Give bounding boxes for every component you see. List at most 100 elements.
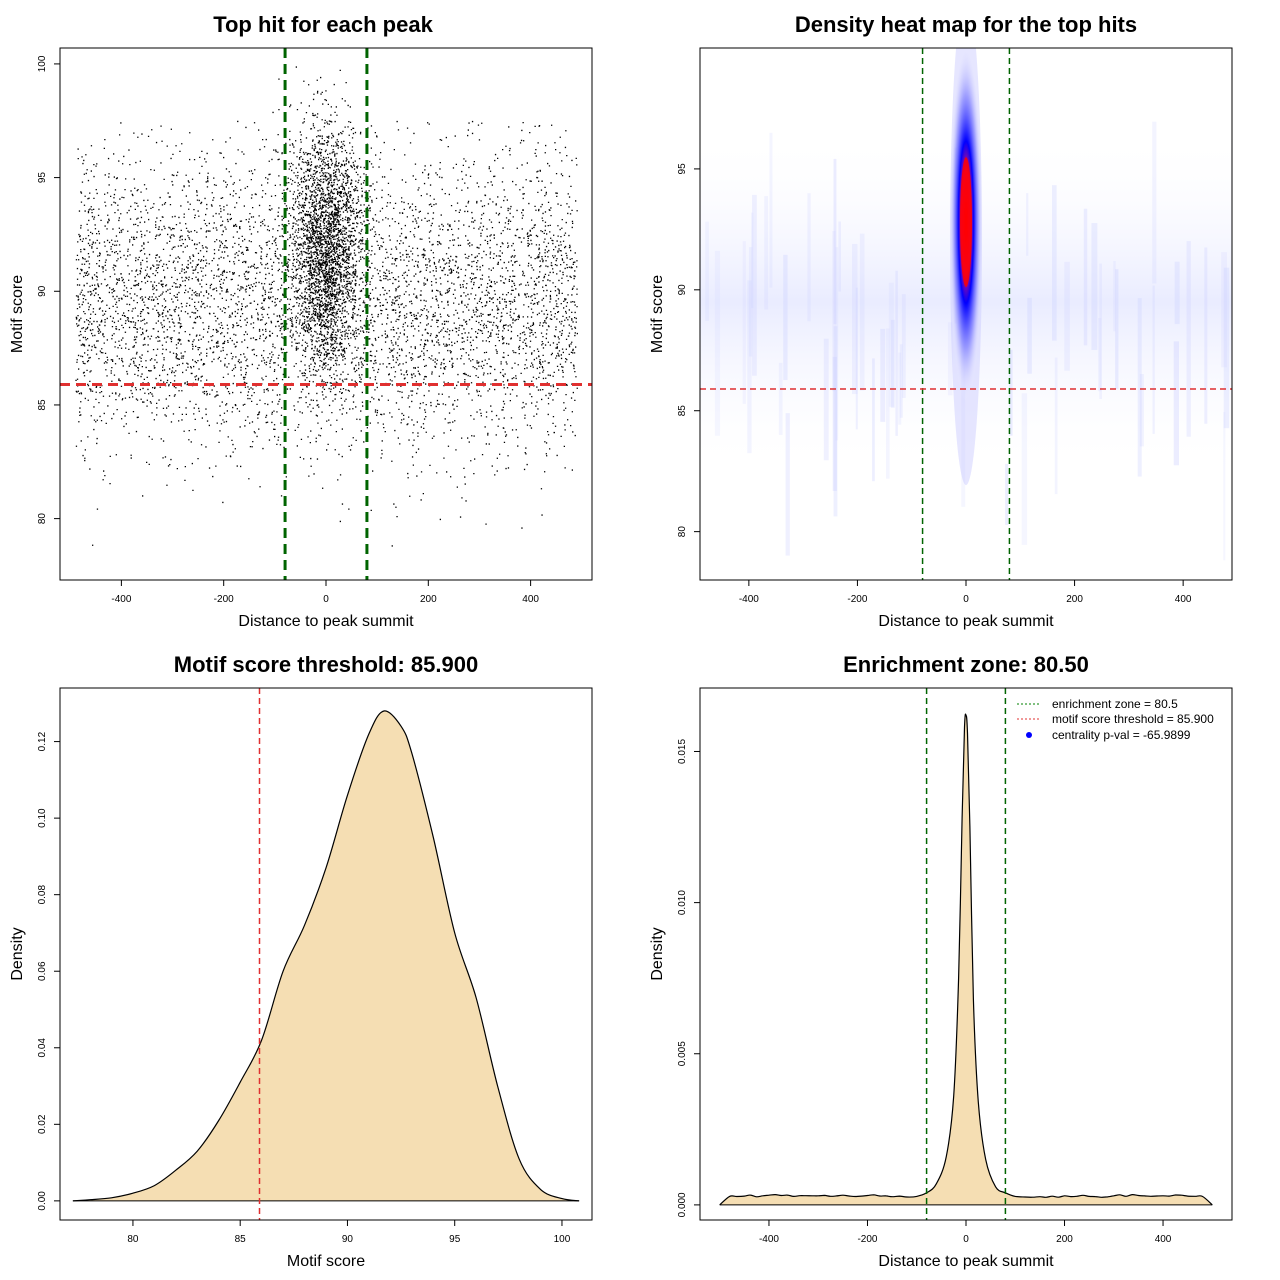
scatter-points (75, 66, 579, 547)
enrichment-zone-lines (925, 688, 1007, 1220)
heatmap-streak (901, 294, 906, 398)
y-tick-label: 85 (677, 405, 688, 417)
heatmap-streak (764, 196, 769, 310)
heatmap-streak (855, 287, 858, 430)
heatmap-streak (833, 326, 838, 517)
heatmap-streak (1174, 261, 1180, 325)
heatmap-streak (899, 344, 903, 418)
heatmap-streak (1221, 252, 1227, 368)
x-tick-label: 95 (449, 1234, 461, 1245)
x-tick-label: 0 (963, 594, 969, 605)
heatmap-streak (835, 247, 839, 441)
heatmap-streak (898, 352, 902, 425)
y-tick-label: 0.02 (37, 1114, 48, 1134)
panel-score-density: Motif score threshold: 85.900 80 85 90 95 10… (9, 652, 593, 1270)
x-tick-label: 90 (342, 1234, 354, 1245)
heatmap-density (700, 48, 1232, 561)
score-density-axes: 80 85 90 95 100 0.00 0.02 0.04 0.06 0.08 0.10 0.12 (37, 731, 571, 1245)
enrichment-density-area (719, 714, 1213, 1205)
heatmap-streak (752, 194, 757, 376)
heatmap-streak (838, 221, 841, 292)
x-tick-label: -400 (739, 594, 759, 605)
heatmap-streak (1052, 185, 1057, 341)
heatmap-streak (1098, 318, 1102, 392)
legend-swatch-centrality (1026, 732, 1032, 738)
heatmap-streak (1054, 357, 1058, 495)
heatmap-streak (1115, 269, 1119, 390)
x-tick-label: 400 (522, 594, 539, 605)
heatmap-streak (1005, 463, 1009, 525)
heatmap-streak (832, 230, 836, 392)
legend-label-enrichment-zone: enrichment zone = 80.5 (1052, 697, 1178, 711)
x-tick-label: -400 (111, 594, 131, 605)
heatmap-streak (747, 280, 752, 454)
heatmap-streak (1026, 193, 1029, 256)
heatmap-title: Density heat map for the top hits (795, 12, 1137, 37)
heatmap-streak (895, 270, 898, 436)
x-tick-label: 0 (323, 594, 329, 605)
x-tick-label: 85 (235, 1234, 247, 1245)
y-tick-label: 0.10 (37, 808, 48, 828)
y-tick-label: 80 (677, 526, 688, 538)
heatmap-streak (852, 243, 858, 395)
heatmap-streak (1113, 261, 1116, 332)
heatmap-streak (823, 338, 829, 461)
heatmap-reference-lines (700, 48, 1232, 580)
heatmap-streak (1064, 261, 1070, 371)
scatter-plot-frame (59, 47, 593, 581)
heatmap-streak (785, 413, 790, 556)
heatmap-streak (890, 319, 895, 408)
y-tick-label: 85 (37, 399, 48, 411)
heatmap-y-label: Motif score (649, 275, 666, 353)
y-tick-label: 0.000 (677, 1192, 688, 1217)
heatmap-streak (1152, 285, 1155, 434)
enrichment-legend: enrichment zone = 80.5 motif score thres… (1017, 697, 1214, 742)
heatmap-streak (859, 233, 865, 391)
scatter-point-cloud (75, 66, 579, 547)
x-tick-label: 200 (420, 594, 437, 605)
heatmap-streak (1009, 349, 1013, 436)
heatmap-streak (1223, 412, 1226, 561)
y-tick-label: 90 (677, 284, 688, 296)
score-density-line (72, 710, 580, 1202)
y-tick-label: 0.015 (677, 739, 688, 764)
x-tick-label: -200 (214, 594, 234, 605)
heatmap-streak (1173, 341, 1180, 466)
heatmap-streak (947, 322, 953, 396)
legend-label-motif-threshold: motif score threshold = 85.900 (1052, 712, 1214, 726)
score-density-plot-frame (59, 687, 593, 1221)
x-tick-label: 0 (963, 1234, 969, 1245)
heatmap-streak (783, 254, 788, 381)
y-tick-label: 0.12 (37, 731, 48, 751)
heatmap-streak (961, 320, 966, 507)
heatmap-streak (742, 241, 746, 404)
heatmap-streak (1186, 241, 1191, 437)
heatmap-streak (1204, 247, 1208, 424)
enrichment-density-line (719, 713, 1213, 1206)
heatmap-streak (714, 250, 721, 436)
scatter-x-label: Distance to peak summit (238, 613, 414, 630)
heatmap-streak (1223, 267, 1230, 429)
scatter-y-label: Motif score (9, 275, 26, 353)
y-tick-label: 0.06 (37, 961, 48, 981)
heatmap-streak (807, 193, 811, 322)
panel-scatter: Top hit for each peak -400 -200 0 200 400 80 8… (9, 12, 593, 630)
enrichment-x-label: Distance to peak summit (878, 1253, 1054, 1270)
x-tick-label: 200 (1056, 1234, 1073, 1245)
y-tick-label: 95 (37, 172, 48, 184)
y-tick-label: 0.04 (37, 1038, 48, 1058)
x-tick-label: 400 (1155, 1234, 1172, 1245)
heatmap-streak (1137, 298, 1142, 477)
score-density-curve (72, 710, 580, 1202)
heatmap-streak (1152, 121, 1157, 284)
score-density-title: Motif score threshold: 85.900 (174, 652, 478, 677)
y-tick-label: 100 (37, 55, 48, 72)
heatmap-streak (888, 282, 894, 407)
heatmap-streak (705, 221, 709, 322)
legend-label-centrality: centrality p-val = -65.9899 (1052, 728, 1191, 742)
heatmap-streak (750, 212, 754, 309)
enrichment-title: Enrichment zone: 80.50 (843, 652, 1089, 677)
panel-heatmap: Density heat map for the top hits -400 -2… (649, 12, 1233, 630)
score-density-y-label: Density (9, 927, 26, 980)
